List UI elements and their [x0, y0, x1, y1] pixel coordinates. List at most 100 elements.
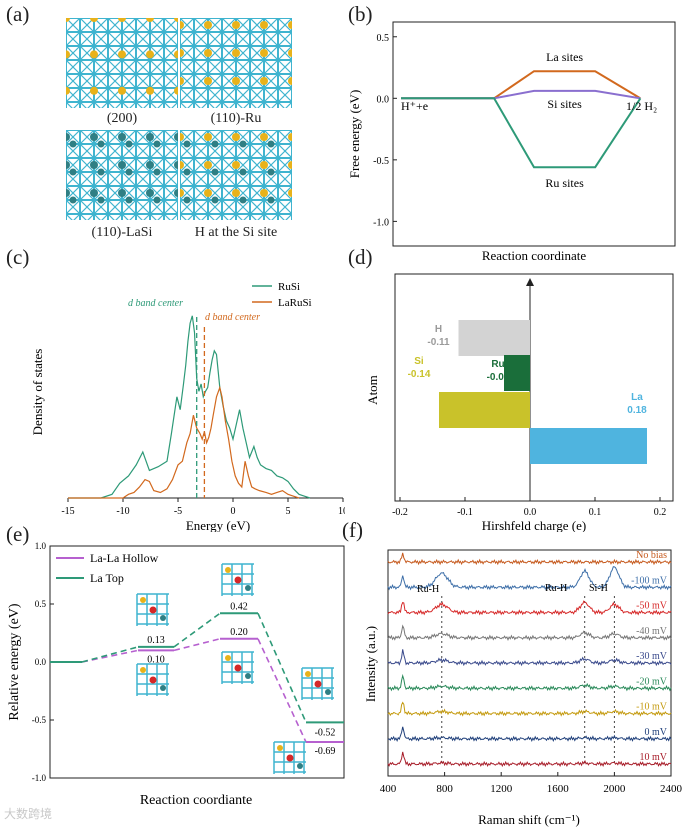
chart-e: 1.0 0.5 0.0 -0.5 -1.0 0.10 0.20 -0.69 0.13 0.42 -… — [7, 541, 345, 806]
lattice-bond — [135, 129, 151, 145]
bar-category-label: H — [435, 324, 442, 335]
lattice-bond — [79, 45, 95, 61]
lattice-bond — [179, 73, 195, 89]
bar-category-label: La — [631, 392, 643, 403]
series-label-0: No bias — [636, 550, 667, 561]
lattice-bond — [163, 31, 179, 47]
lattice-bond — [221, 73, 237, 89]
lattice-bond — [65, 199, 81, 215]
thumb-atom — [140, 667, 146, 673]
chart-f-xlabel: Raman shift (cm⁻¹) — [478, 812, 580, 827]
atom — [118, 133, 126, 141]
lattice-bond — [107, 31, 123, 47]
lattice-bond — [179, 129, 195, 145]
y-tick-label: -0.5 — [373, 156, 389, 167]
lattice-bond — [179, 31, 195, 47]
chart-d: H -0.11 Ru -0.04 Si -0.14 La 0.18 -0.2 -0.1 0.0 0.… — [365, 273, 674, 532]
chart-f-annot-ruh-1: Ru-H — [417, 584, 439, 595]
atom — [204, 77, 212, 85]
lattice-bond — [121, 45, 137, 61]
chart-d-ylabel: Atom — [365, 375, 380, 405]
lattice-bond — [93, 59, 109, 75]
lattice-bond — [193, 185, 209, 201]
structure-110-lasi-image — [62, 129, 182, 229]
lattice-bond — [93, 87, 109, 103]
atom — [146, 161, 154, 169]
lattice-bond — [207, 157, 223, 173]
lattice-bond — [193, 199, 209, 215]
spectrum-5 — [387, 673, 672, 692]
lattice-bond — [263, 199, 279, 215]
chart-f-frame — [387, 549, 672, 777]
lattice-bond — [207, 143, 223, 159]
lattice-bond — [135, 73, 151, 89]
bar-category-label: Ru — [491, 359, 504, 370]
lattice-bond — [93, 171, 109, 187]
lattice-bond — [207, 185, 223, 201]
caption-h-si: H at the Si site — [194, 225, 278, 240]
chart-c-lines — [68, 315, 311, 499]
lattice-bond — [65, 185, 81, 201]
lattice-bond — [107, 185, 123, 201]
lattice-bond — [235, 17, 251, 33]
lattice-bond — [263, 157, 279, 173]
lattice-bond — [207, 59, 223, 75]
lattice-bond — [135, 31, 151, 47]
x-tick-label: -0.2 — [392, 507, 408, 518]
structure-thumbnail — [221, 563, 254, 596]
lattice-bond — [65, 143, 81, 159]
y-tick-label: 0.0 — [377, 94, 390, 105]
lattice-bond — [277, 17, 293, 33]
lattice-bond — [93, 129, 109, 145]
bar-h — [458, 320, 530, 356]
chart-e-structure-thumbnails — [136, 563, 334, 774]
atom — [153, 196, 161, 204]
atom — [146, 86, 154, 95]
legend-label-0: La-La Hollow — [90, 551, 159, 565]
lattice-bond — [263, 171, 279, 187]
lattice-bond — [135, 199, 151, 215]
spectrum-7 — [387, 726, 672, 742]
thumb-atom — [297, 763, 303, 769]
thumb-atom — [305, 671, 311, 677]
lattice-bond — [93, 199, 109, 215]
lattice-bond — [235, 171, 251, 187]
lattice-bond — [135, 59, 151, 75]
thumb-atom — [140, 597, 146, 603]
lattice-bond — [179, 17, 195, 33]
panel-label-f: (f) — [342, 518, 363, 542]
panel-label-b: (b) — [348, 2, 373, 26]
lattice-bond — [65, 129, 81, 145]
structure-lattice — [176, 129, 296, 229]
x-tick-label: -15 — [61, 506, 74, 517]
lattice-bond — [65, 31, 81, 47]
lattice-bond — [65, 17, 81, 33]
chart-f-spectra — [387, 552, 672, 768]
chart-d-frame — [394, 273, 674, 502]
dos-series-1 — [68, 385, 300, 499]
lattice-bond — [65, 45, 81, 61]
chart-f: 400 800 1200 1600 2000 2400 No bias -100 mV -50… — [363, 549, 683, 827]
series-label-2: -50 mV — [636, 601, 668, 612]
lattice-bond — [221, 171, 237, 187]
y-tick-label: -1.0 — [32, 773, 47, 783]
lattice-bond — [163, 171, 179, 187]
y-tick-label: 0.5 — [35, 599, 47, 609]
lattice-bond — [235, 129, 251, 145]
chart-e-xlabel: Reaction coordiante — [140, 793, 252, 806]
lattice-bond — [65, 157, 81, 173]
chart-b-right-label: 1/2 H₂ — [626, 99, 657, 113]
chart-b-frame — [392, 21, 676, 247]
x-tick-label: 0 — [231, 506, 236, 517]
atom — [239, 140, 247, 148]
bar-ru — [504, 355, 530, 391]
atom — [69, 140, 77, 148]
lattice-bond — [121, 73, 137, 89]
atom — [211, 168, 219, 176]
atom — [267, 196, 275, 204]
atom — [260, 77, 268, 85]
atom — [90, 161, 98, 169]
lattice-bond — [79, 157, 95, 173]
series-label-5: -20 mV — [636, 676, 668, 687]
lattice-bond — [79, 73, 95, 89]
